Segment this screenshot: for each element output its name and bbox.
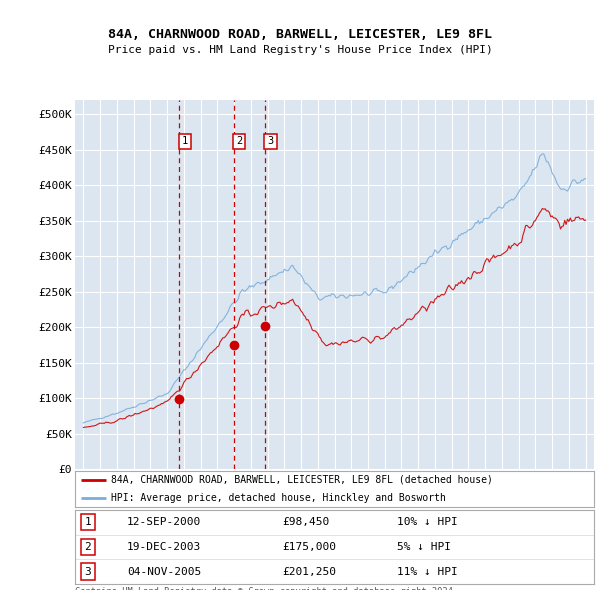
Text: 12-SEP-2000: 12-SEP-2000 bbox=[127, 517, 201, 527]
Text: 2: 2 bbox=[85, 542, 91, 552]
Text: HPI: Average price, detached house, Hinckley and Bosworth: HPI: Average price, detached house, Hinc… bbox=[112, 493, 446, 503]
Text: 3: 3 bbox=[85, 567, 91, 576]
Text: 10% ↓ HPI: 10% ↓ HPI bbox=[397, 517, 458, 527]
Text: £98,450: £98,450 bbox=[283, 517, 330, 527]
Text: 84A, CHARNWOOD ROAD, BARWELL, LEICESTER, LE9 8FL: 84A, CHARNWOOD ROAD, BARWELL, LEICESTER,… bbox=[108, 28, 492, 41]
Text: 19-DEC-2003: 19-DEC-2003 bbox=[127, 542, 201, 552]
Text: 11% ↓ HPI: 11% ↓ HPI bbox=[397, 567, 458, 576]
Text: 1: 1 bbox=[85, 517, 91, 527]
Text: 5% ↓ HPI: 5% ↓ HPI bbox=[397, 542, 451, 552]
Text: 1: 1 bbox=[181, 136, 188, 146]
Text: 2: 2 bbox=[236, 136, 242, 146]
Text: 04-NOV-2005: 04-NOV-2005 bbox=[127, 567, 201, 576]
Text: Contains HM Land Registry data © Crown copyright and database right 2024.: Contains HM Land Registry data © Crown c… bbox=[75, 587, 458, 590]
Text: £175,000: £175,000 bbox=[283, 542, 337, 552]
Text: Price paid vs. HM Land Registry's House Price Index (HPI): Price paid vs. HM Land Registry's House … bbox=[107, 45, 493, 55]
Text: 3: 3 bbox=[268, 136, 274, 146]
Text: 84A, CHARNWOOD ROAD, BARWELL, LEICESTER, LE9 8FL (detached house): 84A, CHARNWOOD ROAD, BARWELL, LEICESTER,… bbox=[112, 475, 493, 485]
Text: £201,250: £201,250 bbox=[283, 567, 337, 576]
